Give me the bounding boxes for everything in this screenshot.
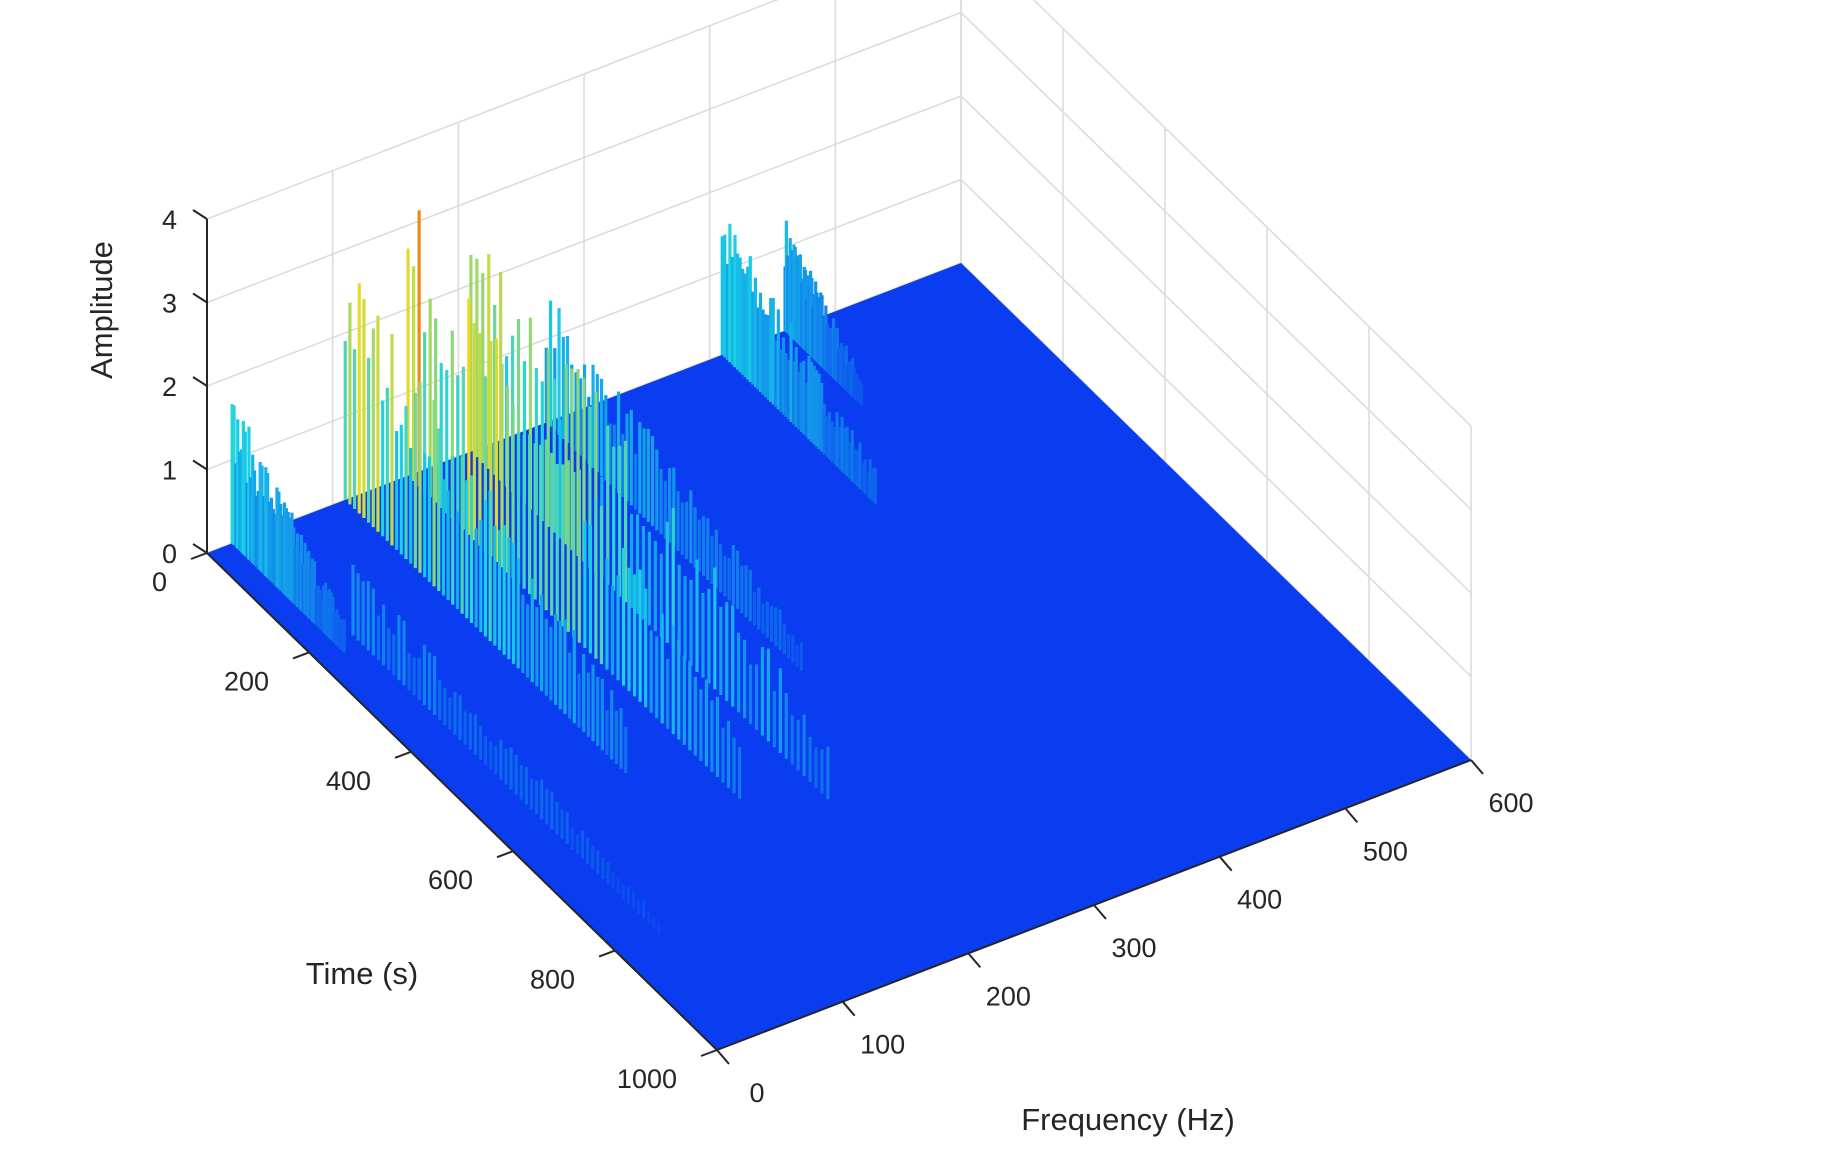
tick-labels: 0 1 2 3 4 0 200 400 600 800 1000 0 100 200 300 400 500 60… (152, 205, 1534, 1108)
y-tick (496, 850, 514, 859)
x-axis-label: Frequency (Hz) (1021, 1102, 1235, 1137)
x-tick (1470, 759, 1484, 775)
z-tick-label: 4 (162, 205, 177, 235)
x-tick-label: 0 (749, 1078, 764, 1108)
grid-line (960, 178, 1472, 678)
grid-line (206, 95, 962, 387)
x-tick-label: 600 (1488, 788, 1533, 818)
surface-plot (207, 210, 1472, 1050)
axis-lines (190, 209, 1484, 1065)
x-tick-label: 500 (1363, 836, 1408, 866)
x-tick (1218, 856, 1233, 872)
y-tick (190, 552, 208, 560)
surface-ridge (351, 564, 661, 934)
x-tick-label: 200 (986, 981, 1031, 1011)
y-tick-label: 600 (428, 865, 473, 895)
y-tick-label: 400 (326, 766, 371, 796)
surface-ridge (230, 404, 346, 653)
y-axis-label: Time (s) (306, 956, 419, 991)
grid-line (206, 11, 962, 304)
y-tick-label: 1000 (617, 1064, 677, 1094)
y-tick (700, 1049, 718, 1057)
surface-ridge (783, 220, 864, 406)
y-tick (394, 750, 412, 759)
z-tick (192, 292, 208, 304)
z-tick-label: 2 (162, 372, 177, 402)
x-tick (967, 952, 982, 968)
surface-ridge (720, 223, 877, 504)
x-tick-label: 100 (860, 1030, 905, 1060)
y-tick (598, 949, 616, 958)
x-tick (1093, 904, 1107, 920)
grid-line (960, 95, 1472, 594)
x-tick (1344, 807, 1359, 824)
y-tick-label: 0 (152, 567, 167, 597)
grid-line (1032, 0, 1472, 427)
grid-line (206, 0, 779, 220)
y-axis-line (206, 552, 718, 1051)
grid-line (206, 178, 962, 471)
z-tick (192, 459, 208, 471)
z-tick-label: 0 (162, 539, 177, 569)
z-tick-label: 3 (162, 289, 177, 319)
x-tick (716, 1049, 730, 1065)
z-tick (192, 376, 208, 387)
x-tick-label: 400 (1237, 885, 1282, 915)
z-tick (192, 543, 208, 554)
x-tick (841, 1001, 856, 1017)
grid-line (960, 11, 1472, 511)
y-tick (292, 651, 310, 660)
y-tick-label: 800 (530, 965, 575, 995)
z-axis-label: Amplitude (84, 241, 119, 379)
z-tick-label: 1 (162, 456, 177, 486)
x-tick-label: 300 (1111, 933, 1156, 963)
y-tick-label: 200 (224, 666, 269, 696)
z-tick (192, 209, 208, 220)
surface-ridge (343, 283, 628, 774)
